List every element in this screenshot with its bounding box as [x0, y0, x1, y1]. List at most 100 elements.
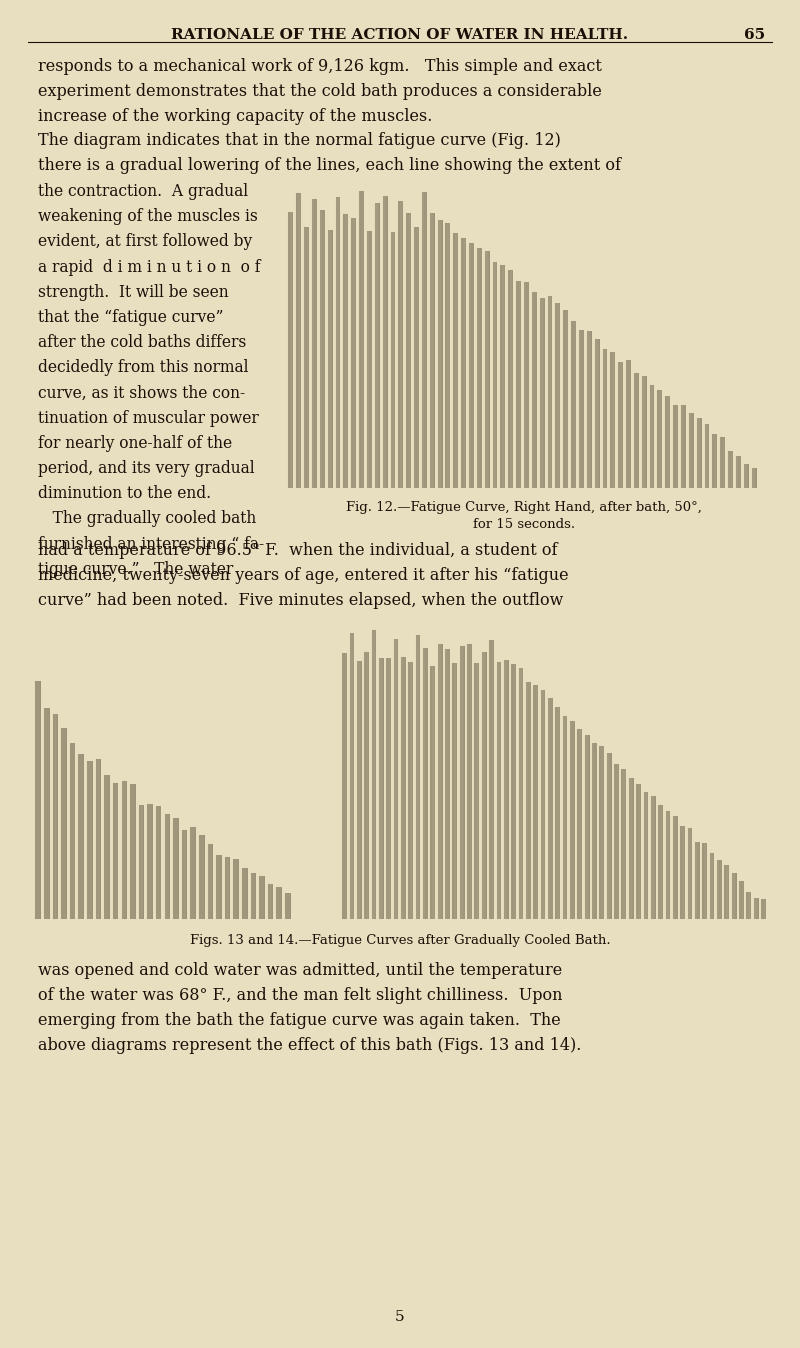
Bar — [438, 220, 442, 488]
Bar — [401, 656, 406, 919]
Bar — [259, 876, 265, 919]
Bar — [555, 706, 560, 919]
Bar — [461, 237, 466, 488]
Bar — [504, 659, 509, 919]
Bar — [312, 200, 317, 488]
Bar — [165, 814, 170, 919]
Bar — [636, 783, 641, 919]
Bar — [602, 349, 607, 488]
Bar — [394, 639, 398, 919]
Bar — [408, 662, 413, 919]
Bar — [651, 795, 656, 919]
Bar — [351, 218, 356, 488]
Bar — [728, 452, 733, 488]
Bar — [467, 644, 472, 919]
Bar — [666, 396, 670, 488]
Bar — [688, 828, 693, 919]
Bar — [343, 214, 348, 488]
Bar — [130, 785, 136, 919]
Bar — [642, 376, 646, 488]
Bar — [276, 887, 282, 919]
Bar — [87, 760, 93, 919]
Bar — [571, 321, 576, 488]
Bar — [511, 665, 516, 919]
Bar — [225, 857, 230, 919]
Bar — [423, 648, 428, 919]
Text: had a temperature of 96.5° F.  when the individual, a student of
medicine, twent: had a temperature of 96.5° F. when the i… — [38, 542, 569, 609]
Bar — [156, 806, 162, 919]
Bar — [516, 280, 521, 488]
Bar — [534, 685, 538, 919]
Bar — [634, 373, 638, 488]
Bar — [579, 330, 584, 488]
Bar — [713, 434, 718, 488]
Bar — [216, 855, 222, 919]
Bar — [359, 191, 364, 488]
Bar — [761, 899, 766, 919]
Bar — [199, 836, 205, 919]
Bar — [138, 805, 144, 919]
Bar — [268, 883, 274, 919]
Bar — [304, 226, 309, 488]
Bar — [173, 818, 178, 919]
Bar — [673, 816, 678, 919]
Bar — [541, 690, 546, 919]
Bar — [489, 640, 494, 919]
Bar — [585, 735, 590, 919]
Bar — [739, 882, 744, 919]
Bar — [35, 681, 41, 919]
Bar — [234, 859, 239, 919]
Bar — [422, 193, 427, 488]
Bar — [350, 634, 354, 919]
Bar — [335, 197, 341, 488]
Bar — [382, 195, 387, 488]
Bar — [744, 464, 749, 488]
Bar — [406, 213, 411, 488]
Bar — [695, 841, 700, 919]
Bar — [147, 805, 153, 919]
Bar — [446, 224, 450, 488]
Bar — [190, 826, 196, 919]
Bar — [96, 759, 102, 919]
Bar — [673, 406, 678, 488]
Bar — [626, 360, 631, 488]
Bar — [289, 212, 294, 488]
Bar — [430, 666, 435, 919]
Bar — [610, 352, 615, 488]
Bar — [357, 662, 362, 919]
Bar — [629, 778, 634, 919]
Bar — [697, 418, 702, 488]
Text: RATIONALE OF THE ACTION OF WATER IN HEALTH.: RATIONALE OF THE ACTION OF WATER IN HEAL… — [171, 28, 629, 42]
Bar — [379, 658, 384, 919]
Bar — [70, 743, 75, 919]
Bar — [578, 729, 582, 919]
Bar — [540, 298, 545, 488]
Bar — [285, 894, 290, 919]
Bar — [414, 226, 419, 488]
Bar — [518, 667, 523, 919]
Bar — [78, 754, 84, 919]
Bar — [320, 210, 325, 488]
Bar — [614, 764, 619, 919]
Bar — [752, 468, 757, 488]
Bar — [250, 874, 256, 919]
Bar — [725, 865, 729, 919]
Bar — [618, 363, 623, 488]
Bar — [296, 193, 301, 488]
Bar — [453, 662, 458, 919]
Bar — [717, 860, 722, 919]
Bar — [563, 310, 568, 488]
Text: was opened and cold water was admitted, until the temperature
of the water was 6: was opened and cold water was admitted, … — [38, 962, 582, 1054]
Bar — [599, 745, 604, 919]
Bar — [460, 646, 465, 919]
Bar — [474, 663, 479, 919]
Bar — [643, 791, 648, 919]
Bar — [497, 662, 502, 919]
Text: Figs. 13 and 14.—Fatigue Curves after Gradually Cooled Bath.: Figs. 13 and 14.—Fatigue Curves after Gr… — [190, 934, 610, 948]
Bar — [62, 728, 67, 919]
Bar — [386, 658, 391, 919]
Bar — [44, 708, 50, 919]
Bar — [445, 648, 450, 919]
Bar — [104, 775, 110, 919]
Bar — [562, 716, 567, 919]
